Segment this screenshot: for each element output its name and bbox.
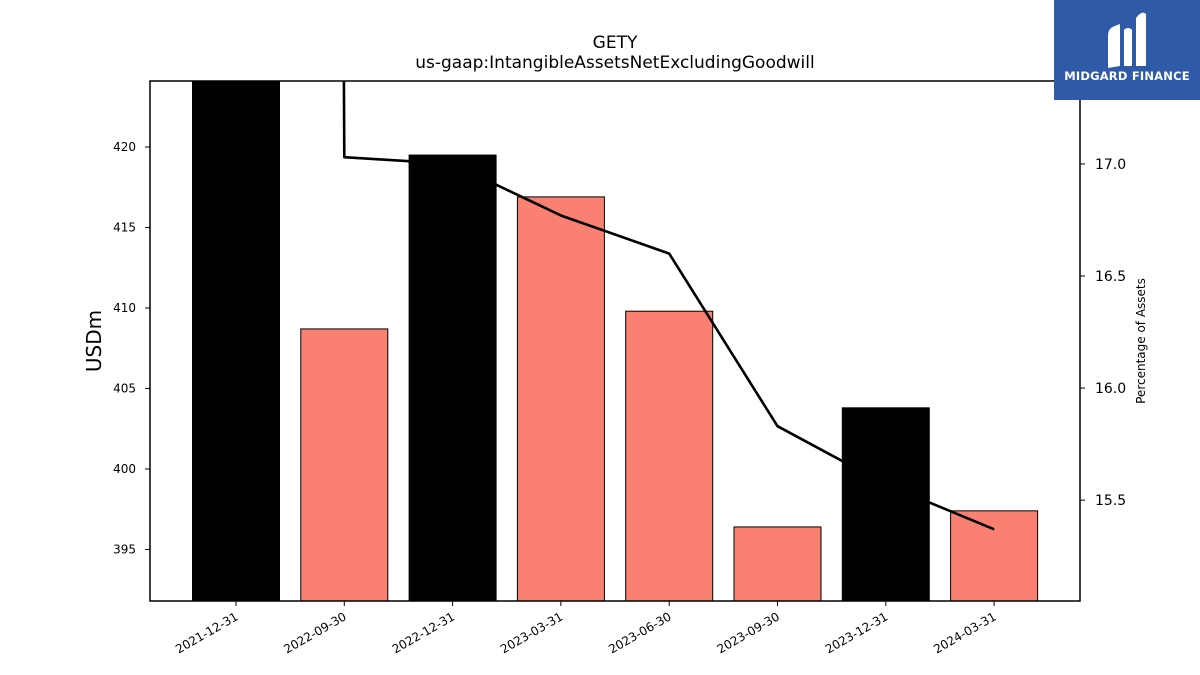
y2-tick-label: 16.0 bbox=[1095, 381, 1126, 397]
y-axis-label: USDm bbox=[82, 310, 106, 372]
y-tick-label: 405 bbox=[113, 381, 136, 395]
y-tick-label: 395 bbox=[113, 542, 136, 556]
y-tick-label: 420 bbox=[113, 140, 136, 154]
x-tick-label: 2022-09-30 bbox=[281, 609, 348, 656]
bar-2023-09-30 bbox=[733, 526, 822, 601]
midgard-finance-logo: MIDGARD FINANCE bbox=[1054, 0, 1200, 100]
y2-axis-label: Percentage of Assets bbox=[1134, 278, 1148, 404]
x-tick-label: 2023-12-31 bbox=[823, 609, 890, 656]
y2-tick-label: 16.5 bbox=[1095, 269, 1126, 285]
chart-subtitle: us-gaap:IntangibleAssetsNetExcludingGood… bbox=[415, 53, 814, 73]
bar-2022-09-30 bbox=[300, 328, 389, 601]
y2-tick-label: 17.0 bbox=[1095, 157, 1126, 173]
x-tick-label: 2021-12-31 bbox=[173, 609, 240, 656]
bar-2022-12-31 bbox=[408, 154, 497, 601]
logo-text: MIDGARD FINANCE bbox=[1064, 69, 1190, 83]
chart-title: GETY bbox=[593, 33, 638, 53]
percentage-line bbox=[342, 81, 995, 531]
bar-2023-03-31 bbox=[516, 196, 605, 601]
y2-tick-label: 15.5 bbox=[1095, 493, 1126, 509]
plot-frame bbox=[149, 80, 1081, 602]
y-tick-label: 410 bbox=[113, 301, 136, 315]
midgard-logo-icon bbox=[1108, 12, 1146, 68]
x-tick-label: 2023-06-30 bbox=[606, 609, 673, 656]
x-tick-label: 2022-12-31 bbox=[390, 609, 457, 656]
x-tick-label: 2023-09-30 bbox=[715, 609, 782, 656]
y-tick-label: 415 bbox=[113, 221, 136, 235]
plot-area bbox=[192, 81, 1039, 601]
bar-2023-06-30 bbox=[625, 310, 714, 601]
bar-2021-12-31 bbox=[192, 81, 280, 601]
y-tick-label: 400 bbox=[113, 462, 136, 476]
bar-2023-12-31 bbox=[841, 407, 930, 601]
x-tick-label: 2023-03-31 bbox=[498, 609, 565, 656]
x-tick-label: 2024-03-31 bbox=[931, 609, 998, 656]
bar-2024-03-31 bbox=[950, 510, 1039, 601]
